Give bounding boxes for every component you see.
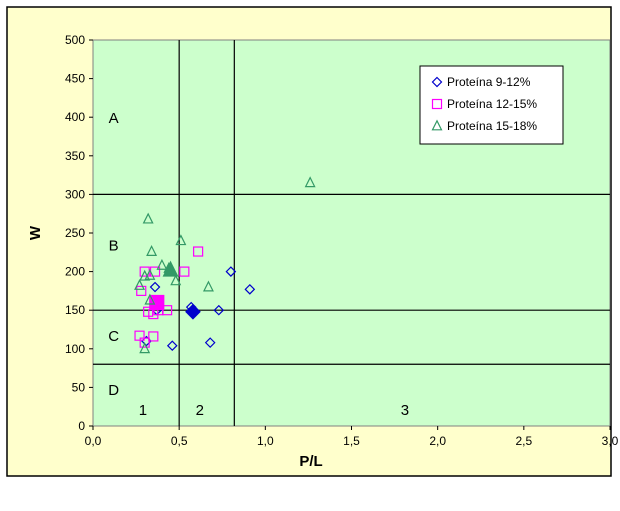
zone-labels: A B C D 1 2 3 <box>108 110 409 419</box>
data-point <box>144 293 156 305</box>
x-tick-label: 1,5 <box>343 434 360 448</box>
data-point <box>213 304 225 316</box>
y-tick-label: 400 <box>65 110 85 124</box>
x-axis-title: P/L <box>299 453 322 470</box>
legend-box <box>419 65 564 145</box>
data-points <box>134 176 316 354</box>
data-point <box>204 337 216 348</box>
legend-marker <box>431 98 443 110</box>
legend-label: Proteína 12-15% <box>447 97 537 111</box>
data-point <box>179 266 190 277</box>
x-tick-label: 3,0 <box>602 434 619 448</box>
y-tick-label: 200 <box>65 265 85 279</box>
x-tick-label: 0,0 <box>85 434 102 448</box>
data-point <box>143 306 154 317</box>
data-point <box>149 281 161 293</box>
zone-row-label: B <box>109 238 119 255</box>
highlight-point <box>162 260 179 277</box>
highlight-point <box>149 294 165 311</box>
data-point <box>162 305 173 316</box>
data-point <box>146 245 158 256</box>
data-point <box>202 280 214 292</box>
zone-row-label: D <box>108 382 119 399</box>
y-tick-label: 450 <box>65 72 85 86</box>
x-axis: 0,0 0,5 1,0 1,5 2,0 2,5 3,0 <box>85 426 619 448</box>
zone-row-label: A <box>109 110 119 127</box>
y-tick-label: 0 <box>78 419 85 433</box>
data-point <box>170 274 182 286</box>
data-point <box>144 268 156 280</box>
data-point <box>139 342 151 354</box>
x-tick-label: 2,5 <box>515 434 532 448</box>
y-axis: 0 50 100 150 200 250 300 350 400 450 500 <box>65 33 93 433</box>
y-tick-label: 500 <box>65 33 85 47</box>
legend-marker <box>431 76 443 88</box>
zone-column-label: 1 <box>139 402 147 419</box>
legend: Proteína 9-12% Proteína 12-15% Proteína 15… <box>419 65 564 145</box>
x-tick-label: 0,5 <box>171 434 188 448</box>
data-point <box>156 258 168 270</box>
data-point <box>148 331 159 342</box>
data-point <box>175 234 187 246</box>
data-point <box>244 284 256 295</box>
y-tick-label: 150 <box>65 303 85 317</box>
y-tick-label: 300 <box>65 187 85 201</box>
legend-label: Proteína 9-12% <box>447 75 531 89</box>
x-tick-label: 2,0 <box>429 434 446 448</box>
y-tick-label: 100 <box>65 342 85 356</box>
reference-lines <box>93 40 610 426</box>
zone-row-label: C <box>108 328 119 345</box>
x-tick-label: 1,0 <box>257 434 274 448</box>
zone-column-label: 2 <box>196 402 204 419</box>
data-point <box>136 285 147 296</box>
data-point <box>142 212 154 224</box>
legend-marker <box>431 119 443 131</box>
data-point <box>304 176 316 188</box>
data-point <box>193 246 204 257</box>
y-tick-label: 250 <box>65 226 85 240</box>
y-tick-label: 350 <box>65 149 85 163</box>
zone-column-label: 3 <box>401 402 409 419</box>
data-point <box>225 266 237 277</box>
data-point <box>134 278 146 290</box>
data-point <box>166 340 178 352</box>
legend-label: Proteína 15-18% <box>447 119 537 133</box>
highlight-point <box>185 303 201 320</box>
data-point <box>139 337 150 348</box>
y-tick-label: 50 <box>72 380 86 394</box>
data-point <box>134 330 145 341</box>
y-axis-title: W <box>27 225 44 240</box>
